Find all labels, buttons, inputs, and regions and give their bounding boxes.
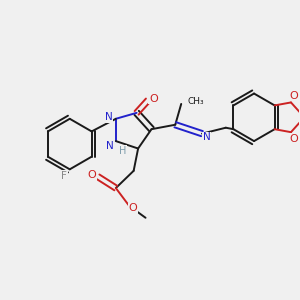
Text: N: N (104, 112, 112, 122)
Text: CH₃: CH₃ (188, 97, 204, 106)
Text: O: O (88, 170, 96, 180)
Text: O: O (128, 203, 137, 213)
Text: H: H (119, 146, 126, 156)
Text: F: F (61, 171, 67, 181)
Text: N: N (106, 141, 114, 152)
Text: N: N (202, 132, 210, 142)
Text: O: O (290, 91, 298, 101)
Text: O: O (149, 94, 158, 104)
Text: O: O (290, 134, 298, 144)
